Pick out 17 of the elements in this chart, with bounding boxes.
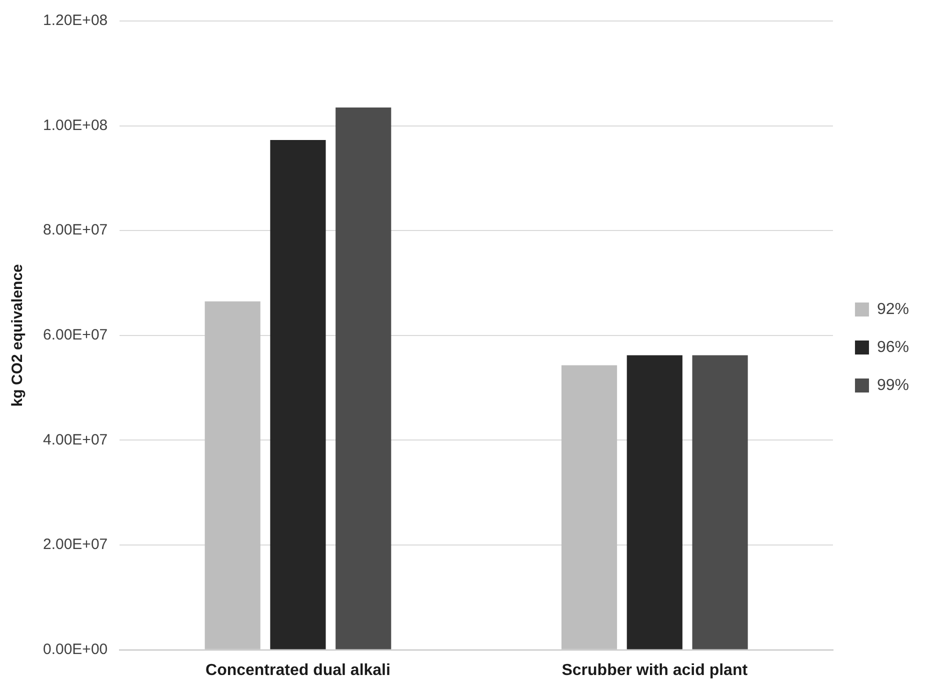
bar (270, 140, 326, 650)
bar (336, 107, 392, 650)
bar (626, 355, 682, 650)
x-tick-label: Concentrated dual alkali (206, 662, 390, 679)
y-tick-label: 8.00E+07 (42, 222, 108, 239)
legend-label: 96% (876, 338, 910, 356)
y-tick-label: 2.00E+07 (42, 536, 108, 554)
y-tick-label: 4.00E+07 (42, 431, 108, 448)
x-tick-label: Scrubber with acid plant (562, 662, 748, 679)
y-tick-label: 6.00E+07 (42, 326, 108, 344)
bar (692, 355, 748, 650)
y-tick-label: 0.00E+00 (42, 640, 108, 658)
y-axis-title: kg CO2 equivalence (9, 264, 26, 407)
legend-label: 99% (876, 376, 910, 394)
y-tick-label: 1.20E+08 (42, 12, 108, 30)
legend-label: 92% (876, 300, 910, 318)
y-tick-label: 1.00E+08 (42, 116, 108, 134)
